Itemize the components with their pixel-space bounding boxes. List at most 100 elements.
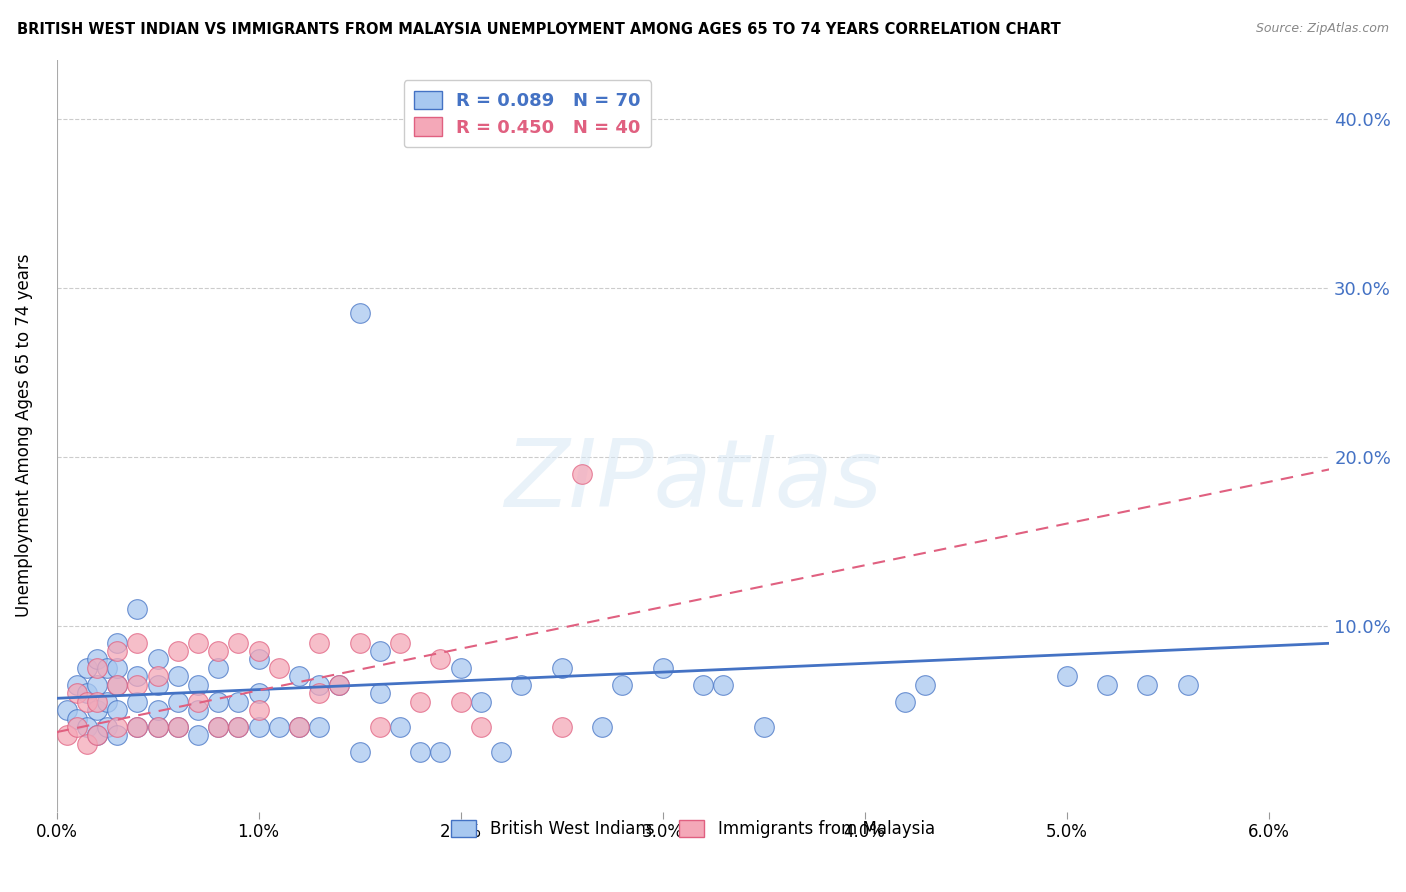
- Point: [105, 720, 128, 734]
- Point: [470, 720, 492, 734]
- Point: [166, 644, 188, 658]
- Point: [349, 745, 371, 759]
- Point: [187, 635, 209, 649]
- Point: [105, 678, 128, 692]
- Point: [328, 678, 350, 692]
- Point: [450, 661, 472, 675]
- Point: [470, 695, 492, 709]
- Point: [66, 686, 89, 700]
- Point: [76, 720, 98, 734]
- Point: [76, 686, 98, 700]
- Point: [166, 669, 188, 683]
- Point: [591, 720, 613, 734]
- Point: [127, 695, 149, 709]
- Point: [349, 306, 371, 320]
- Point: [247, 720, 270, 734]
- Point: [105, 661, 128, 675]
- Point: [571, 467, 593, 481]
- Point: [1136, 678, 1159, 692]
- Point: [127, 601, 149, 615]
- Point: [105, 635, 128, 649]
- Point: [368, 644, 391, 658]
- Point: [66, 678, 89, 692]
- Point: [127, 669, 149, 683]
- Point: [96, 720, 118, 734]
- Point: [86, 729, 108, 743]
- Point: [187, 729, 209, 743]
- Y-axis label: Unemployment Among Ages 65 to 74 years: Unemployment Among Ages 65 to 74 years: [15, 254, 32, 617]
- Point: [146, 703, 169, 717]
- Point: [146, 678, 169, 692]
- Point: [187, 703, 209, 717]
- Point: [66, 720, 89, 734]
- Point: [550, 661, 572, 675]
- Point: [409, 695, 432, 709]
- Point: [247, 686, 270, 700]
- Point: [267, 720, 290, 734]
- Point: [288, 669, 311, 683]
- Point: [247, 703, 270, 717]
- Point: [86, 695, 108, 709]
- Point: [228, 635, 250, 649]
- Point: [105, 644, 128, 658]
- Point: [247, 652, 270, 666]
- Point: [207, 720, 229, 734]
- Point: [228, 720, 250, 734]
- Point: [127, 678, 149, 692]
- Point: [368, 720, 391, 734]
- Point: [76, 695, 98, 709]
- Point: [308, 720, 330, 734]
- Point: [450, 695, 472, 709]
- Point: [207, 720, 229, 734]
- Point: [86, 652, 108, 666]
- Point: [66, 712, 89, 726]
- Legend: British West Indians, Immigrants from Malaysia: British West Indians, Immigrants from Ma…: [444, 813, 941, 845]
- Point: [187, 695, 209, 709]
- Point: [429, 652, 451, 666]
- Point: [86, 729, 108, 743]
- Point: [308, 635, 330, 649]
- Point: [127, 635, 149, 649]
- Point: [692, 678, 714, 692]
- Point: [76, 737, 98, 751]
- Point: [308, 678, 330, 692]
- Text: BRITISH WEST INDIAN VS IMMIGRANTS FROM MALAYSIA UNEMPLOYMENT AMONG AGES 65 TO 74: BRITISH WEST INDIAN VS IMMIGRANTS FROM M…: [17, 22, 1060, 37]
- Point: [1056, 669, 1078, 683]
- Point: [146, 720, 169, 734]
- Point: [1095, 678, 1118, 692]
- Point: [187, 678, 209, 692]
- Point: [288, 720, 311, 734]
- Point: [389, 635, 412, 649]
- Point: [914, 678, 936, 692]
- Point: [711, 678, 734, 692]
- Point: [409, 745, 432, 759]
- Point: [166, 695, 188, 709]
- Point: [146, 669, 169, 683]
- Point: [146, 652, 169, 666]
- Point: [267, 661, 290, 675]
- Point: [96, 661, 118, 675]
- Point: [1177, 678, 1199, 692]
- Point: [55, 729, 77, 743]
- Point: [105, 729, 128, 743]
- Point: [368, 686, 391, 700]
- Text: ZIPatlas: ZIPatlas: [503, 435, 882, 526]
- Point: [349, 635, 371, 649]
- Point: [328, 678, 350, 692]
- Point: [55, 703, 77, 717]
- Point: [146, 720, 169, 734]
- Point: [651, 661, 673, 675]
- Point: [207, 661, 229, 675]
- Point: [76, 661, 98, 675]
- Point: [207, 644, 229, 658]
- Point: [389, 720, 412, 734]
- Point: [166, 720, 188, 734]
- Point: [86, 678, 108, 692]
- Point: [247, 644, 270, 658]
- Point: [752, 720, 775, 734]
- Point: [489, 745, 512, 759]
- Point: [510, 678, 533, 692]
- Point: [228, 720, 250, 734]
- Point: [612, 678, 634, 692]
- Point: [127, 720, 149, 734]
